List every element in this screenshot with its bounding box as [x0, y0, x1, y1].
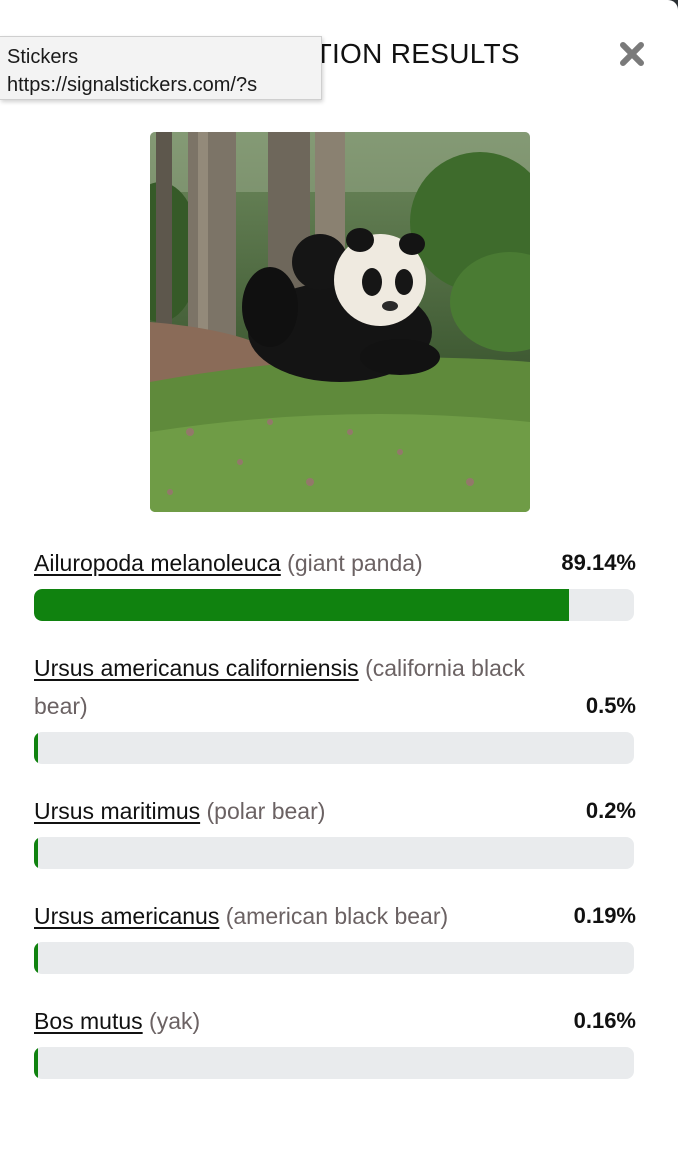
result-item: Bos mutus (yak) 0.16% — [34, 1002, 636, 1079]
confidence-bar — [34, 837, 634, 869]
scientific-name-link[interactable]: Bos mutus — [34, 1008, 143, 1034]
result-item: Ursus americanus californiensis (califor… — [34, 649, 636, 764]
confidence-percent: 0.2% — [585, 798, 636, 823]
scientific-name-link[interactable]: Ursus americanus — [34, 903, 220, 929]
confidence-bar — [34, 1047, 634, 1079]
confidence-percent: 0.16% — [573, 1008, 636, 1033]
result-item: Ursus maritimus (polar bear) 0.2% — [34, 792, 636, 869]
confidence-bar-fill — [34, 942, 38, 974]
confidence-bar — [34, 589, 634, 621]
common-name: (yak) — [149, 1008, 201, 1034]
confidence-percent: 0.5% — [585, 693, 636, 718]
confidence-bar-fill — [34, 589, 569, 621]
link-tooltip: Stickers https://signalstickers.com/?s — [0, 36, 322, 100]
results-list: Ailuropoda melanoleuca (giant panda) 89.… — [34, 544, 636, 1107]
result-item: Ailuropoda melanoleuca (giant panda) 89.… — [34, 544, 636, 621]
confidence-bar — [34, 732, 634, 764]
common-name: (giant panda) — [287, 550, 423, 576]
scientific-name-link[interactable]: Ailuropoda melanoleuca — [34, 550, 281, 576]
confidence-bar-fill — [34, 837, 38, 869]
tooltip-url: https://signalstickers.com/?s — [7, 74, 258, 96]
confidence-bar-fill — [34, 732, 38, 764]
confidence-bar — [34, 942, 634, 974]
result-item: Ursus americanus (american black bear) 0… — [34, 897, 636, 974]
tooltip-title: Stickers — [7, 46, 79, 68]
close-x-icon[interactable] — [618, 40, 646, 68]
common-name: (american black bear) — [225, 903, 449, 929]
scientific-name-link[interactable]: Ursus americanus californiensis — [34, 655, 359, 681]
confidence-percent: 0.19% — [573, 903, 636, 928]
confidence-percent: 89.14% — [561, 550, 636, 575]
uploaded-photo — [150, 132, 530, 512]
common-name: (polar bear) — [206, 798, 326, 824]
confidence-bar-fill — [34, 1047, 38, 1079]
common-name: (california black bear) — [34, 655, 525, 719]
scientific-name-link[interactable]: Ursus maritimus — [34, 798, 201, 824]
